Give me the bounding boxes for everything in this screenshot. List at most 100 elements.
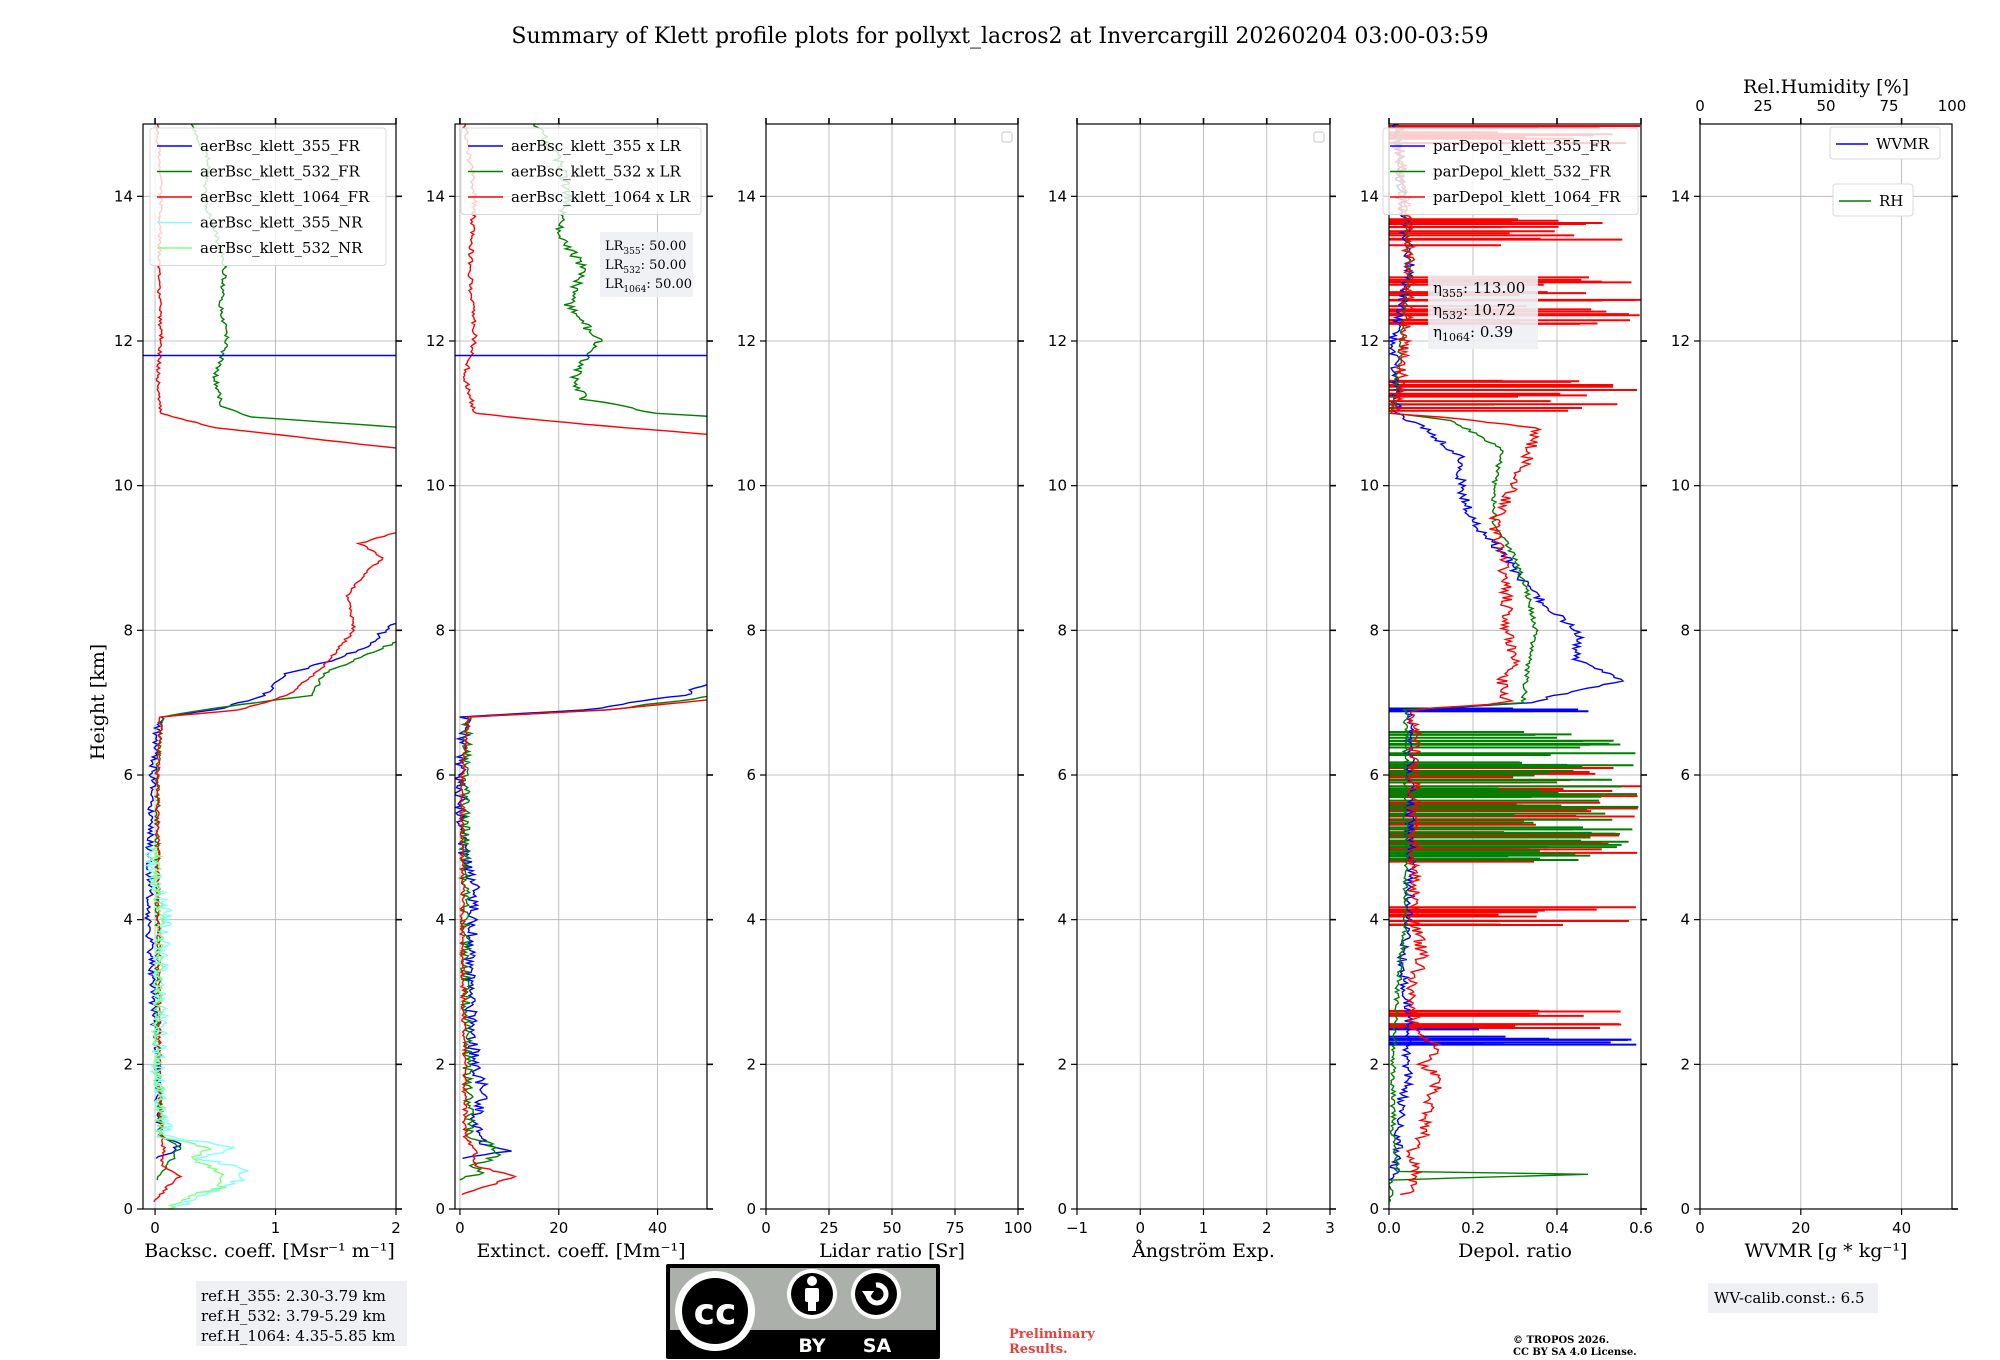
legend-box-RH	[1832, 183, 1914, 217]
xlabel-ang: Ångström Exp.	[1131, 1240, 1275, 1262]
xtick-label-ext-2: 40	[648, 1219, 667, 1237]
ytick-label-bsc-3: 6	[123, 766, 133, 784]
ytick-label-ext-5: 10	[426, 477, 445, 495]
annotation-sub-ext-0: 355	[623, 247, 640, 257]
xtick-label-lr-3: 75	[945, 1219, 964, 1237]
ytick-label-depol-6: 12	[1360, 332, 1379, 350]
ytick-label-bsc-5: 10	[114, 477, 133, 495]
xtick-label-wv-1: 20	[1791, 1219, 1810, 1237]
legend-label-parDepol_klett_532_FR: parDepol_klett_532_FR	[1433, 163, 1611, 181]
xtick-label-ang-0: −1	[1066, 1219, 1088, 1237]
y-axis-label: Height [km]	[87, 644, 109, 760]
xtick-label-bsc-1: 1	[271, 1219, 281, 1237]
ytick-label-wv-2: 4	[1680, 911, 1690, 929]
series-aerBsc_klett_355 x LR	[455, 684, 707, 1160]
ytick-label-lr-5: 10	[737, 477, 756, 495]
series-parDepol_klett_1064_FR	[1390, 124, 1543, 1196]
xlabel-bsc: Backsc. coeff. [Msr⁻¹ m⁻¹]	[144, 1240, 395, 1262]
panel-depol: 0 2 4 6 8 10 12 14 0.0 0.2 0.4 0.6 Depol. ratio parDe…	[1360, 118, 1653, 1262]
ytick-label-bsc-7: 14	[114, 187, 133, 205]
xtick-label-bsc-0: 0	[150, 1219, 160, 1237]
annotation-line-depol-2: η1064: 0.39	[1433, 323, 1513, 344]
ytick-label-bsc-1: 2	[123, 1055, 133, 1073]
legend-label-aerBsc_klett_355 x LR: aerBsc_klett_355 x LR	[511, 137, 682, 155]
annotation-sub-depol-1: 532	[1442, 309, 1463, 322]
xlabel-lr: Lidar ratio [Sr]	[819, 1240, 965, 1262]
annotation-sym-ext-2: LR	[605, 277, 625, 292]
ytick-label-lr-2: 4	[746, 911, 756, 929]
axes-frame-depol	[1388, 123, 1642, 1210]
ytick-label-ext-6: 12	[426, 332, 445, 350]
ytick-label-ang-2: 4	[1057, 911, 1067, 929]
xtick-label-depol-2: 0.4	[1545, 1219, 1569, 1237]
ytick-label-wv-1: 2	[1680, 1055, 1690, 1073]
ytick-label-wv-7: 14	[1671, 187, 1690, 205]
xtick-label-ang-3: 2	[1262, 1219, 1272, 1237]
ytick-label-ang-6: 12	[1048, 332, 1067, 350]
annotation-val-depol-1: : 10.72	[1463, 301, 1516, 319]
ytick-label-depol-4: 8	[1369, 621, 1379, 639]
annotation-sym-depol-0: η	[1433, 279, 1442, 297]
ytick-label-ang-0: 0	[1057, 1200, 1067, 1218]
annotation-val-depol-2: : 0.39	[1470, 323, 1513, 341]
ytick-label-wv-3: 6	[1680, 766, 1690, 784]
annotation-sym-ext-1: LR	[605, 258, 625, 273]
plot-area-bsc	[143, 124, 396, 1209]
series-aerBsc_klett_532_NR	[147, 846, 226, 1209]
by-icon	[787, 1269, 837, 1319]
xtick-label-depol-1: 0.2	[1461, 1219, 1485, 1237]
cc-inner	[682, 1278, 748, 1344]
legend-bsc: aerBsc_klett_355_FR aerBsc_klett_532_FRae…	[149, 127, 387, 266]
axes-frame-ext	[454, 123, 708, 1210]
series-aerBsc_klett_355_NR	[143, 846, 249, 1209]
legend-label-aerBsc_klett_532_FR: aerBsc_klett_532_FR	[200, 163, 360, 181]
legend-label-WVMR: WVMR	[1876, 135, 1930, 153]
ytick-label-ang-5: 10	[1048, 477, 1067, 495]
ytick-label-wv-4: 8	[1680, 621, 1690, 639]
xtick-label-ang-2: 1	[1199, 1219, 1209, 1237]
ytick-label-wv-5: 10	[1671, 477, 1690, 495]
annotation-line-ext-1: LR532: 50.00	[605, 258, 686, 276]
xtick-label-wv-2: 40	[1892, 1219, 1911, 1237]
ytick-label-lr-7: 14	[737, 187, 756, 205]
cc-letters: cc	[694, 1292, 737, 1333]
legend-label-RH: RH	[1879, 192, 1903, 210]
wv-calib-text: WV-calib.const.: 6.5	[1714, 1289, 1865, 1307]
copyright-line-2: CC BY SA 4.0 License.	[1513, 1347, 1637, 1358]
ytick-label-lr-4: 8	[746, 621, 756, 639]
by-label: BY	[798, 1335, 825, 1357]
ytick-label-ang-4: 8	[1057, 621, 1067, 639]
panel-wv: 0 2 4 6 8 10 12 14 0 20 40 WVMR [g * kg⁻¹] 0 25 50 75 10…	[1671, 76, 1966, 1262]
ytick-label-ang-1: 2	[1057, 1055, 1067, 1073]
annotation-val-depol-0: : 113.00	[1463, 279, 1525, 297]
legend-label-aerBsc_klett_1064_FR: aerBsc_klett_1064_FR	[200, 188, 370, 206]
xtick-label-lr-1: 25	[819, 1219, 838, 1237]
top-xlabel-wv: Rel.Humidity [%]	[1743, 76, 1909, 98]
annotation-box-ext	[600, 232, 693, 297]
annotation-box-depol	[1428, 275, 1538, 349]
annotation-line-depol-0: η355: 113.00	[1433, 279, 1525, 300]
ytick-label-bsc-6: 12	[114, 332, 133, 350]
ytick-label-lr-3: 6	[746, 766, 756, 784]
xtick-label-depol-0: 0.0	[1377, 1219, 1401, 1237]
legend-label-aerBsc_klett_355_NR: aerBsc_klett_355_NR	[200, 214, 363, 232]
xtick-label-bsc-2: 2	[391, 1219, 401, 1237]
ytick-label-bsc-2: 4	[123, 911, 133, 929]
top-xtick-label-4: 100	[1938, 97, 1967, 115]
empty-legend-lr	[1001, 131, 1013, 143]
annotation-line-ext-2: LR1064: 50.00	[605, 277, 692, 295]
xlabel-ext: Extinct. coeff. [Mm⁻¹]	[476, 1240, 685, 1262]
annotation-sub-depol-0: 355	[1442, 287, 1463, 300]
ytick-label-ang-7: 14	[1048, 187, 1067, 205]
top-xtick-label-2: 50	[1816, 97, 1835, 115]
panel-ext: 0 2 4 6 8 10 12 14 0 20 40 Extinct. coeff. [Mm⁻¹] ae…	[426, 118, 713, 1262]
annotation-sym-depol-1: η	[1433, 301, 1442, 319]
ytick-label-wv-0: 0	[1680, 1200, 1690, 1218]
xtick-label-wv-0: 0	[1695, 1219, 1705, 1237]
ytick-label-ext-2: 4	[435, 911, 445, 929]
ytick-label-ext-4: 8	[435, 621, 445, 639]
xtick-label-ang-1: 0	[1135, 1219, 1145, 1237]
